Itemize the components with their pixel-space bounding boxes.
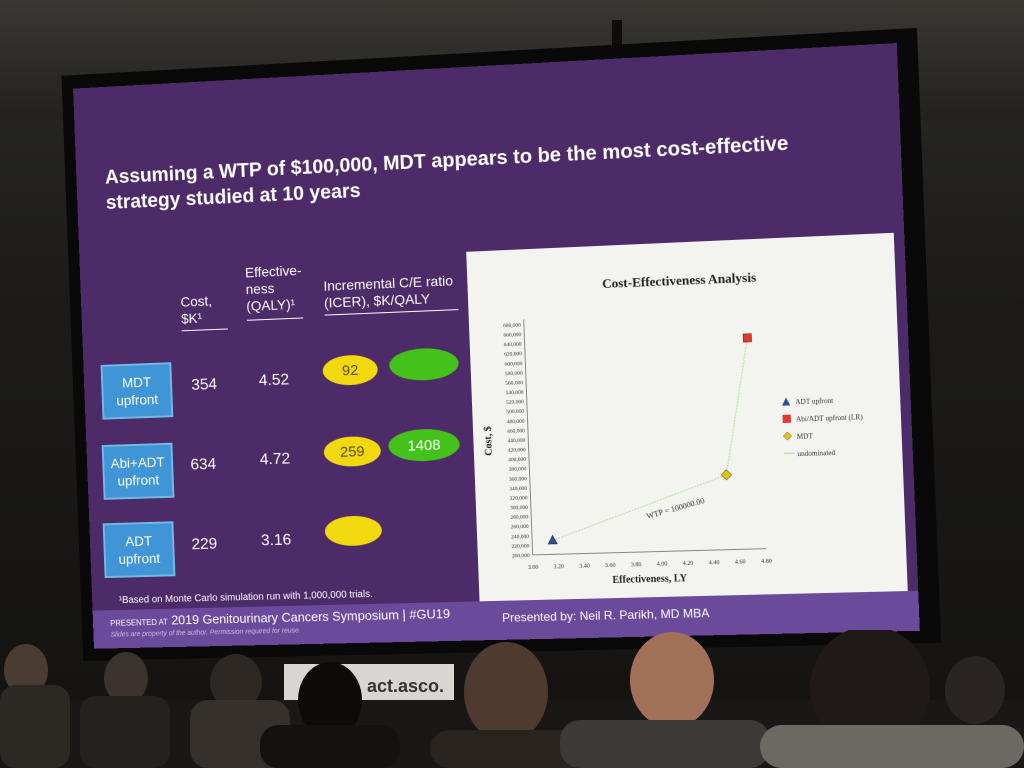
wtp-annotation: WTP = 100000.00: [645, 496, 705, 521]
y-tick-label: 300,000: [510, 505, 528, 512]
legend-marker-diamond: [783, 432, 792, 440]
slide: Assuming a WTP of $100,000, MDT appears …: [73, 43, 920, 649]
legend-label: undominated: [797, 450, 836, 458]
y-tick-label: 460,000: [507, 428, 525, 435]
abi-adt-upfront-point: [743, 334, 752, 342]
y-tick-label: 400,000: [508, 457, 526, 464]
chart-svg: 3.00 3.20 3.40 3.60 3.80 4.00 4.20 4.40 4.60 4.80…: [466, 233, 908, 602]
x-tick-label: 4.40: [709, 560, 720, 566]
x-tick-label: 3.00: [528, 565, 539, 571]
legend-marker-triangle: [782, 397, 791, 405]
y-tick-label: 560,000: [505, 380, 523, 387]
header-icer: Incremental C/E ratio (ICER), $K/QALY: [323, 272, 454, 311]
row-label-line1: Abi+ADT: [104, 453, 172, 473]
x-tick-label: 3.20: [553, 564, 564, 570]
y-axis-label: Cost, $: [483, 426, 495, 456]
x-tick-label: 4.60: [735, 559, 746, 565]
cost-value: 354: [191, 376, 217, 395]
header-underline: [247, 317, 303, 320]
event-name: 2019 Genitourinary Cancers Symposium | #…: [171, 606, 450, 627]
y-tick-label: 360,000: [509, 476, 527, 483]
y-tick-label: 220,000: [511, 543, 529, 550]
y-tick-label: 420,000: [508, 447, 526, 454]
x-tick-label: 4.20: [683, 561, 694, 567]
row-label-line2: upfront: [106, 549, 174, 568]
audience-silhouettes: [0, 630, 1024, 768]
presented-at-label: PRESENTED AT: [110, 618, 168, 628]
y-tick-label: 520,000: [506, 399, 524, 406]
y-tick-label: 280,000: [510, 514, 528, 521]
header-cost-line2: $K¹: [181, 309, 213, 327]
effectiveness-value: 3.16: [261, 532, 292, 551]
icer-badge-green: [389, 347, 459, 381]
x-axis: [533, 549, 766, 555]
row-label-adt-upfront: ADT upfront: [103, 521, 176, 578]
header-cost: Cost, $K¹: [180, 293, 213, 328]
header-eff-line1: Effective-: [245, 262, 302, 281]
legend-label: ADT upfront: [795, 398, 833, 407]
row-label-line1: ADT: [105, 531, 173, 551]
row-label-line2: upfront: [105, 470, 173, 490]
x-tick-label: 3.40: [579, 563, 590, 569]
icer-badge-yellow: 92: [322, 354, 378, 386]
slide-title: Assuming a WTP of $100,000, MDT appears …: [105, 127, 863, 216]
icer-badge-green: 1408: [388, 428, 460, 462]
effectiveness-value: 4.52: [259, 371, 290, 390]
x-tick-label: 4.80: [761, 559, 772, 565]
y-tick-label: 440,000: [507, 438, 525, 445]
y-tick-label: 540,000: [506, 390, 524, 397]
y-tick-label: 260,000: [511, 524, 529, 531]
cost-value: 634: [190, 456, 216, 475]
y-tick-label: 580,000: [505, 370, 523, 377]
y-tick-label: 480,000: [507, 418, 525, 425]
y-tick-label: 620,000: [504, 351, 522, 358]
mdt-point: [721, 470, 732, 480]
x-axis-label: Effectiveness, LY: [612, 573, 687, 586]
row-label-mdt-upfront: MDT upfront: [101, 362, 174, 419]
cost-effectiveness-chart: Cost-Effectiveness Analysis 3.00 3.20 3.40…: [466, 233, 908, 602]
y-tick-label: 500,000: [506, 409, 524, 416]
y-tick-label: 340,000: [509, 486, 527, 493]
y-tick-label: 640,000: [504, 342, 522, 349]
row-label-abi-adt-upfront: Abi+ADT upfront: [102, 443, 175, 500]
header-cost-line1: Cost,: [180, 293, 212, 311]
y-tick-label: 660,000: [503, 332, 521, 339]
legend-marker-square: [782, 415, 791, 423]
presenter: Presented by: Neil R. Parikh, MD MBA: [502, 606, 710, 625]
cost-value: 229: [191, 536, 217, 554]
header-eff-line3: (QALY)¹: [246, 296, 303, 315]
x-tick-label: 3.80: [631, 562, 642, 568]
icer-badge-yellow: [324, 515, 382, 546]
y-tick-label: 600,000: [504, 361, 522, 368]
y-tick-label: 680,000: [503, 323, 521, 330]
footer-event-line: PRESENTED AT 2019 Genitourinary Cancers …: [110, 606, 450, 629]
effectiveness-value: 4.72: [260, 451, 291, 470]
x-tick-label: 3.60: [605, 563, 616, 569]
legend-label: MDT: [797, 433, 814, 441]
x-tick-label: 4.00: [657, 561, 668, 567]
y-tick-label: 380,000: [509, 466, 527, 473]
legend-label: Abi/ADT upfront (LR): [796, 414, 863, 424]
y-tick-label: 240,000: [511, 534, 529, 541]
y-tick-label: 200,000: [512, 553, 530, 560]
y-tick-label: 320,000: [510, 495, 528, 502]
row-label-line2: upfront: [103, 390, 171, 410]
footnote: ¹Based on Monte Carlo simulation run wit…: [119, 589, 373, 606]
icer-badge-yellow: 259: [323, 436, 381, 468]
header-underline: [182, 328, 228, 331]
header-effectiveness: Effective- ness (QALY)¹: [245, 262, 303, 315]
